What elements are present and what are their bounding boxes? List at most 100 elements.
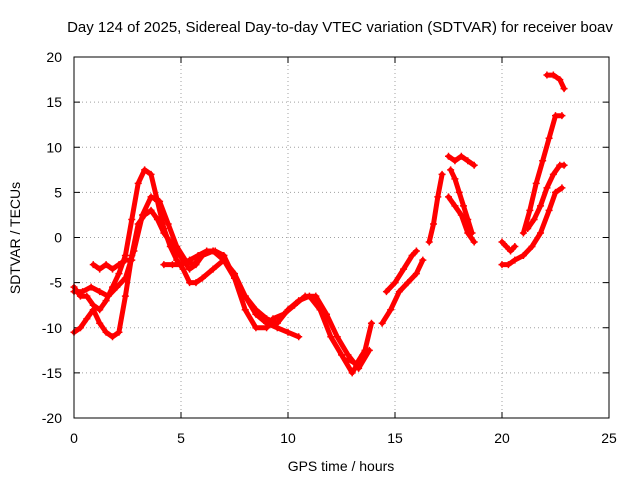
- data-point: [211, 247, 219, 255]
- series-track-h: [378, 256, 427, 327]
- data-point: [130, 247, 138, 255]
- x-tick-label: 10: [280, 430, 296, 446]
- data-point: [451, 175, 459, 183]
- data-point: [186, 279, 194, 287]
- x-tick-labels: 0 5 10 15 20 25: [70, 430, 617, 446]
- data-point: [269, 315, 277, 323]
- data-point: [323, 310, 331, 318]
- data-point: [194, 252, 202, 260]
- series-track-k: [445, 152, 478, 169]
- plot-frame: [73, 56, 610, 419]
- data-point: [464, 229, 472, 237]
- data-point: [348, 369, 356, 377]
- data-point: [147, 193, 155, 201]
- data-point: [451, 157, 459, 165]
- x-tick-label: 0: [70, 430, 78, 446]
- series-track-g: [344, 319, 375, 368]
- data-point: [344, 355, 352, 363]
- data-point: [552, 188, 559, 196]
- data-point: [502, 243, 510, 251]
- x-tick-label: 5: [177, 430, 185, 446]
- data-point: [280, 310, 288, 318]
- data-point: [121, 292, 129, 300]
- data-point: [558, 184, 566, 192]
- data-point: [89, 306, 97, 314]
- data-point: [498, 238, 506, 246]
- data-point: [511, 256, 519, 264]
- data-point: [241, 292, 249, 300]
- data-point: [153, 215, 161, 223]
- data-point: [549, 170, 557, 178]
- data-point: [168, 261, 176, 269]
- data-point: [430, 220, 438, 228]
- data-point: [312, 292, 320, 300]
- series-track-r: [543, 71, 568, 93]
- data-point: [545, 134, 553, 142]
- series-trace: [71, 167, 302, 340]
- data-point: [252, 306, 260, 314]
- chart-title: Day 124 of 2025, Sidereal Day-to-day VTE…: [67, 19, 613, 36]
- data-point: [519, 229, 527, 237]
- data-point: [128, 215, 136, 223]
- y-tick-label: 10: [46, 139, 62, 155]
- data-point: [537, 229, 545, 237]
- data-point: [412, 270, 420, 278]
- data-point: [445, 152, 452, 160]
- data-point: [263, 324, 271, 332]
- data-point: [470, 161, 478, 169]
- series-track-o: [498, 184, 566, 269]
- data-point: [511, 243, 519, 251]
- data-point: [532, 179, 540, 187]
- data-point: [160, 261, 168, 269]
- y-tick-label: 0: [54, 230, 62, 246]
- data-point: [543, 71, 551, 79]
- series-trace: [499, 239, 518, 254]
- data-point: [156, 197, 164, 205]
- grid-lines: [74, 57, 609, 418]
- data-point: [273, 319, 281, 327]
- data-point: [419, 256, 427, 264]
- data-point: [400, 265, 408, 273]
- data-point: [526, 206, 534, 214]
- data-point: [96, 265, 104, 273]
- data-point: [141, 166, 149, 174]
- data-point: [138, 211, 146, 219]
- data-point: [560, 85, 568, 93]
- data-point: [241, 306, 249, 314]
- data-point: [556, 76, 564, 84]
- data-point: [539, 157, 547, 165]
- data-point: [408, 252, 416, 260]
- series-track-q: [524, 161, 568, 232]
- data-point: [425, 238, 433, 246]
- data-point: [147, 206, 155, 214]
- y-tick-label: 20: [46, 49, 62, 65]
- data-point: [560, 161, 568, 169]
- data-point: [498, 261, 506, 269]
- data-point: [104, 292, 112, 300]
- data-point: [115, 270, 123, 278]
- series-track-e: [160, 247, 228, 269]
- data-point: [447, 166, 455, 174]
- data-point: [524, 224, 532, 232]
- data-point: [231, 270, 238, 278]
- data-point: [528, 243, 536, 251]
- series-trace: [544, 72, 567, 92]
- data-point: [115, 328, 123, 336]
- y-tick-label: -5: [50, 275, 63, 291]
- data-point: [128, 256, 136, 264]
- data-point: [121, 274, 129, 282]
- data-point: [387, 306, 395, 314]
- data-point: [451, 202, 459, 210]
- data-point: [361, 346, 369, 354]
- data-point: [113, 283, 121, 291]
- series-track-i: [382, 247, 420, 296]
- data-point: [412, 247, 420, 255]
- y-tick-label: -20: [42, 410, 62, 426]
- data-point: [507, 247, 515, 255]
- data-point: [543, 184, 551, 192]
- data-point: [83, 315, 91, 323]
- data-point: [519, 252, 527, 260]
- data-point: [545, 206, 553, 214]
- data-point: [338, 351, 345, 359]
- data-point: [96, 306, 104, 314]
